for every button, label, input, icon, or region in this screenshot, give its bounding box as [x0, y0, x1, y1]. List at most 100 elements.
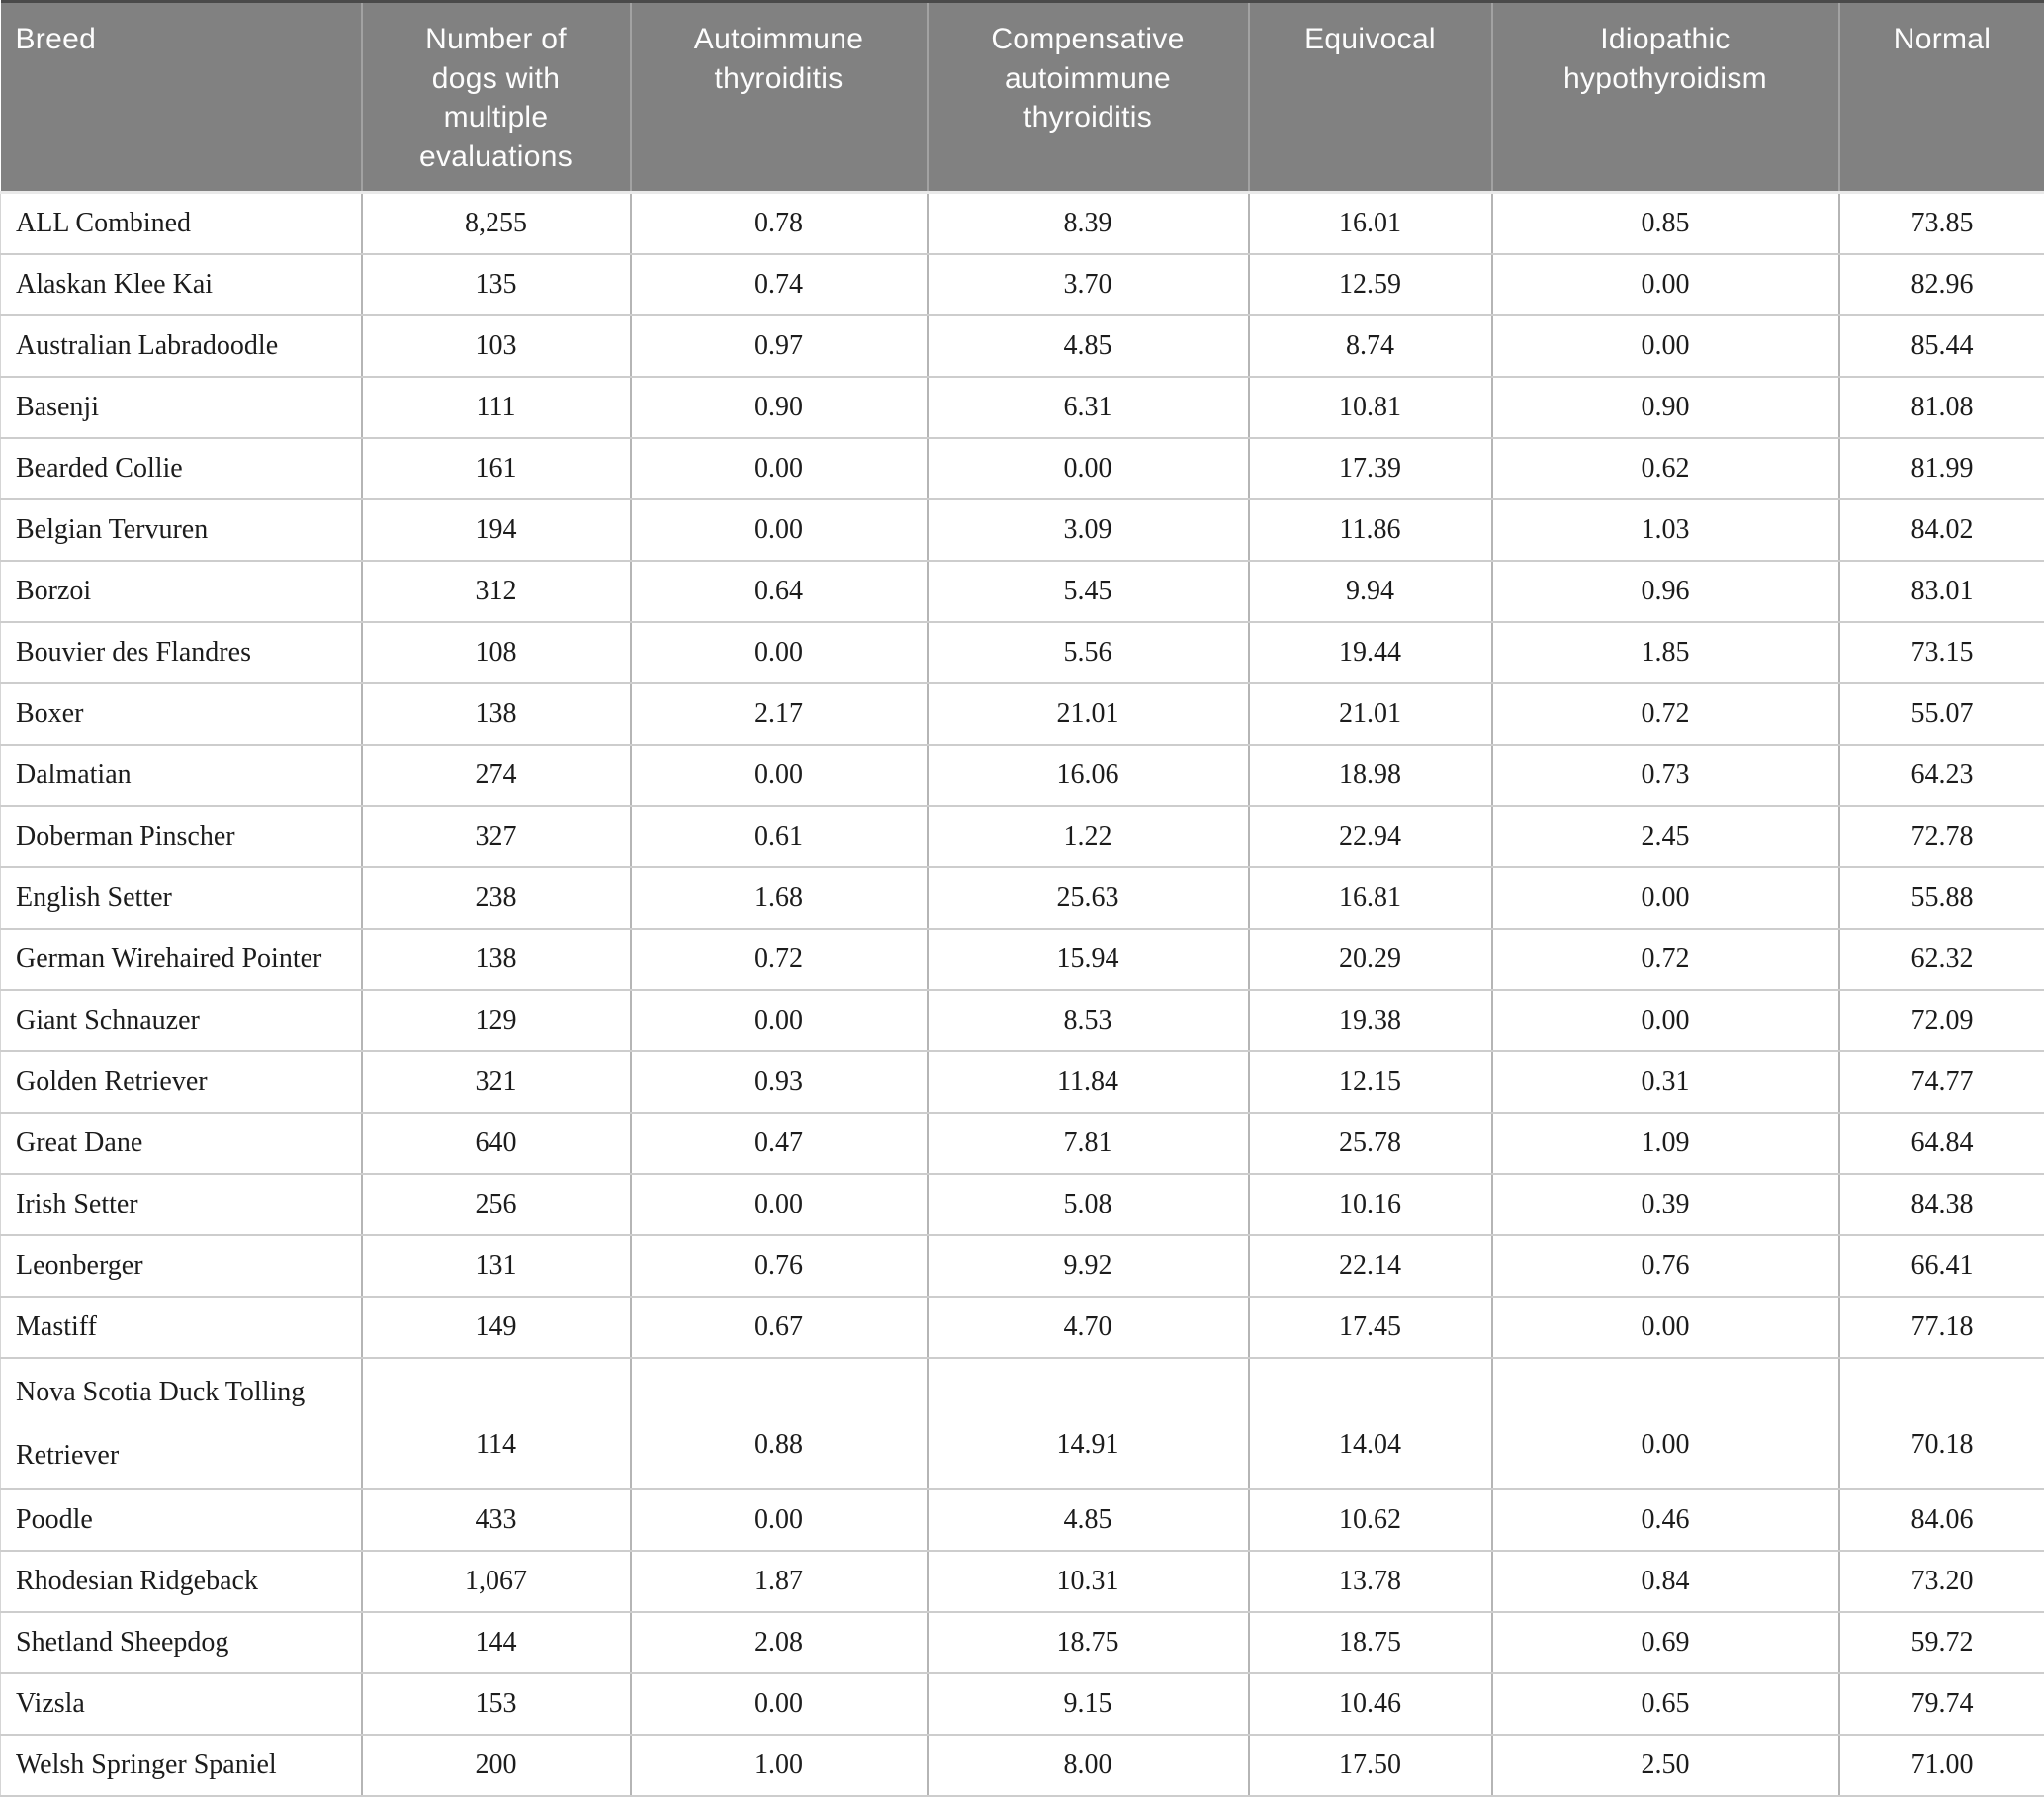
value-cell: 72.09 — [1839, 990, 2044, 1051]
value-cell: 0.00 — [631, 622, 928, 683]
breed-cell: Nova Scotia Duck Tolling Retriever — [1, 1358, 362, 1490]
value-cell: 4.85 — [928, 315, 1249, 377]
value-cell: 131 — [362, 1235, 631, 1297]
value-cell: 10.46 — [1249, 1673, 1492, 1735]
value-cell: 13.78 — [1249, 1551, 1492, 1612]
breed-cell: ALL Combined — [1, 193, 362, 254]
value-cell: 85.44 — [1839, 315, 2044, 377]
value-cell: 8.00 — [928, 1735, 1249, 1796]
value-cell: 25.63 — [928, 867, 1249, 929]
column-header-normal: Normal — [1839, 2, 2044, 193]
value-cell: 256 — [362, 1174, 631, 1235]
value-cell: 433 — [362, 1489, 631, 1551]
value-cell: 73.85 — [1839, 193, 2044, 254]
value-cell: 108 — [362, 622, 631, 683]
value-cell: 22.14 — [1249, 1235, 1492, 1297]
value-cell: 0.00 — [631, 990, 928, 1051]
value-cell: 1.03 — [1492, 499, 1839, 561]
value-cell: 8.74 — [1249, 315, 1492, 377]
value-cell: 55.07 — [1839, 683, 2044, 745]
value-cell: 0.46 — [1492, 1489, 1839, 1551]
breed-cell: Bearded Collie — [1, 438, 362, 499]
value-cell: 640 — [362, 1113, 631, 1174]
value-cell: 20.29 — [1249, 929, 1492, 990]
value-cell: 81.08 — [1839, 377, 2044, 438]
value-cell: 103 — [362, 315, 631, 377]
column-header-compensative-autoimmune-thyroiditis-label: Compensative autoimmune thyroiditis — [977, 20, 1200, 137]
value-cell: 0.00 — [631, 438, 928, 499]
value-cell: 73.20 — [1839, 1551, 2044, 1612]
value-cell: 0.00 — [631, 1489, 928, 1551]
value-cell: 8.39 — [928, 193, 1249, 254]
value-cell: 1.22 — [928, 806, 1249, 867]
value-cell: 17.45 — [1249, 1297, 1492, 1358]
value-cell: 83.01 — [1839, 561, 2044, 622]
value-cell: 138 — [362, 683, 631, 745]
value-cell: 0.00 — [1492, 1358, 1839, 1490]
value-cell: 114 — [362, 1358, 631, 1490]
value-cell: 0.67 — [631, 1297, 928, 1358]
value-cell: 6.31 — [928, 377, 1249, 438]
value-cell: 66.41 — [1839, 1235, 2044, 1297]
table-header: Breed Number of dogs with multiple evalu… — [1, 2, 2044, 193]
value-cell: 0.62 — [1492, 438, 1839, 499]
value-cell: 16.01 — [1249, 193, 1492, 254]
value-cell: 0.72 — [1492, 683, 1839, 745]
value-cell: 84.02 — [1839, 499, 2044, 561]
value-cell: 10.31 — [928, 1551, 1249, 1612]
breed-cell: Alaskan Klee Kai — [1, 254, 362, 315]
value-cell: 1.87 — [631, 1551, 928, 1612]
breed-cell: Golden Retriever — [1, 1051, 362, 1113]
value-cell: 0.00 — [928, 438, 1249, 499]
value-cell: 16.81 — [1249, 867, 1492, 929]
value-cell: 5.45 — [928, 561, 1249, 622]
column-header-equivocal-label: Equivocal — [1304, 20, 1436, 59]
value-cell: 18.75 — [1249, 1612, 1492, 1673]
breed-cell: Mastiff — [1, 1297, 362, 1358]
value-cell: 0.72 — [631, 929, 928, 990]
value-cell: 1.85 — [1492, 622, 1839, 683]
value-cell: 21.01 — [928, 683, 1249, 745]
value-cell: 111 — [362, 377, 631, 438]
value-cell: 3.09 — [928, 499, 1249, 561]
value-cell: 0.76 — [631, 1235, 928, 1297]
value-cell: 0.61 — [631, 806, 928, 867]
value-cell: 0.84 — [1492, 1551, 1839, 1612]
value-cell: 274 — [362, 745, 631, 806]
value-cell: 194 — [362, 499, 631, 561]
value-cell: 5.08 — [928, 1174, 1249, 1235]
column-header-breed: Breed — [1, 2, 362, 193]
value-cell: 0.93 — [631, 1051, 928, 1113]
breed-cell: German Wirehaired Pointer — [1, 929, 362, 990]
value-cell: 0.85 — [1492, 193, 1839, 254]
value-cell: 8.53 — [928, 990, 1249, 1051]
value-cell: 21.01 — [1249, 683, 1492, 745]
value-cell: 0.97 — [631, 315, 928, 377]
value-cell: 144 — [362, 1612, 631, 1673]
header-row: Breed Number of dogs with multiple evalu… — [1, 2, 2044, 193]
value-cell: 0.96 — [1492, 561, 1839, 622]
breed-cell: Boxer — [1, 683, 362, 745]
value-cell: 0.47 — [631, 1113, 928, 1174]
value-cell: 0.00 — [1492, 315, 1839, 377]
value-cell: 70.18 — [1839, 1358, 2044, 1490]
value-cell: 84.38 — [1839, 1174, 2044, 1235]
value-cell: 82.96 — [1839, 254, 2044, 315]
column-header-autoimmune-thyroiditis: Autoimmune thyroiditis — [631, 2, 928, 193]
value-cell: 135 — [362, 254, 631, 315]
value-cell: 2.45 — [1492, 806, 1839, 867]
value-cell: 2.17 — [631, 683, 928, 745]
